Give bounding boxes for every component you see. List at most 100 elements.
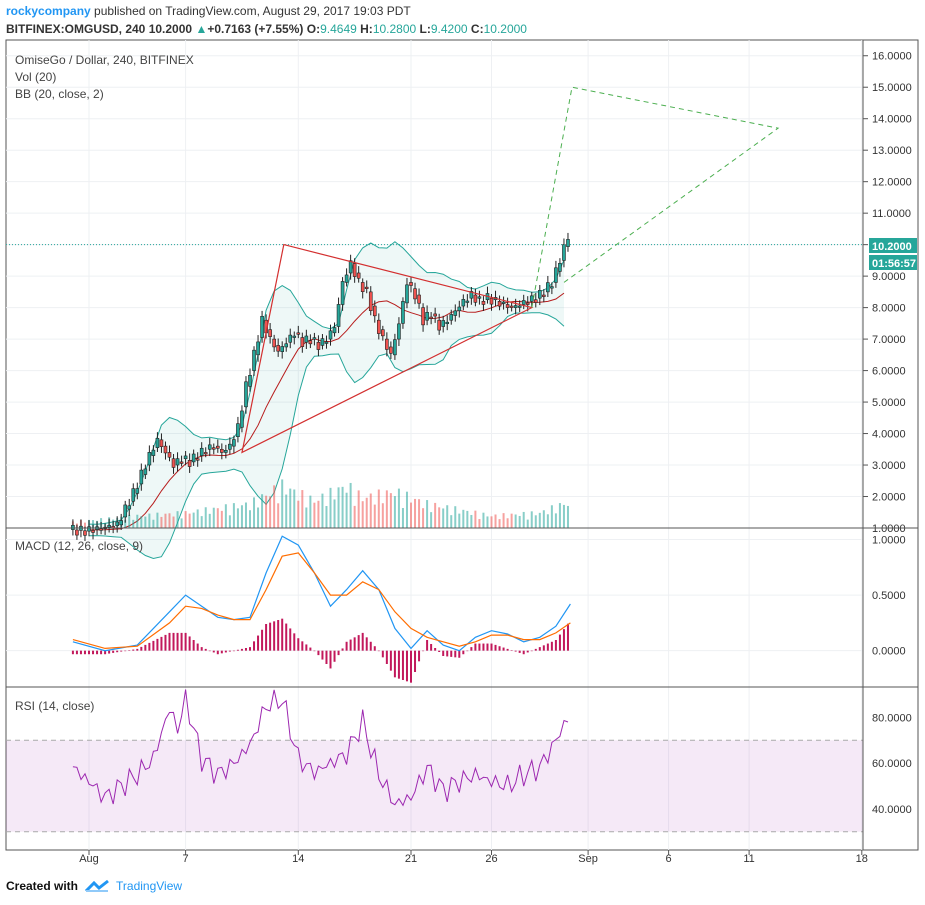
rsi-tick-label: 40.0000: [872, 804, 912, 816]
macd-histogram-bar: [100, 650, 103, 655]
volume-bar: [478, 519, 481, 528]
candle-body: [151, 449, 156, 456]
volume-bar: [450, 515, 453, 528]
macd-legend[interactable]: MACD (12, 26, close, 9): [15, 539, 143, 553]
candle-body: [393, 339, 397, 356]
rsi-pane[interactable]: [6, 689, 863, 833]
candle-body: [143, 468, 148, 475]
volume-bar: [341, 486, 344, 528]
symbol-label: BITFINEX:OMGUSD, 240: [6, 22, 146, 36]
candle-body: [296, 332, 301, 335]
macd-histogram-bar: [297, 638, 300, 651]
username[interactable]: rockycompany: [6, 4, 91, 18]
candle-body: [276, 345, 280, 352]
countdown-text: 01:56:57: [872, 258, 916, 270]
volume-bar: [373, 504, 376, 528]
macd-histogram-bar: [92, 650, 95, 655]
macd-histogram-bar: [236, 649, 239, 651]
macd-histogram-bar: [385, 650, 388, 664]
triangle-pattern: [241, 243, 534, 454]
volume-bar: [164, 513, 167, 528]
candle-body: [348, 260, 353, 274]
candle-body: [336, 304, 341, 327]
projection-lines: [531, 86, 780, 308]
volume-bar: [92, 520, 95, 528]
macd-histogram-bar: [144, 644, 147, 651]
candle-body: [224, 449, 228, 453]
candle-body: [260, 315, 264, 338]
rsi-tick-label: 60.0000: [872, 758, 912, 770]
volume-bar: [542, 510, 545, 528]
candle-body: [344, 274, 349, 283]
volume-bar: [458, 513, 461, 528]
price-pane[interactable]: [6, 86, 863, 560]
macd-histogram-bar: [518, 650, 521, 653]
price-tick-label: 1.0000: [872, 523, 906, 535]
macd-histogram-bar: [534, 648, 537, 651]
volume-bar: [401, 508, 404, 528]
macd-histogram-bar: [454, 650, 457, 658]
candle-body: [489, 297, 494, 305]
price-tick-label: 12.0000: [872, 177, 912, 189]
macd-histogram-bar: [550, 641, 553, 651]
volume-bar: [502, 513, 505, 528]
macd-histogram-bar: [389, 650, 392, 671]
macd-histogram-bar: [257, 635, 260, 651]
volume-bar: [385, 490, 388, 528]
volume-bar: [168, 513, 171, 528]
last-price: 10.2000: [148, 22, 193, 36]
volume-bar: [393, 496, 396, 528]
macd-histogram-bar: [498, 646, 501, 651]
volume-bar: [240, 505, 243, 528]
macd-histogram-bar: [96, 650, 99, 655]
price-tick-label: 11.0000: [872, 208, 911, 220]
macd-pane[interactable]: [71, 535, 571, 683]
candle-body: [175, 458, 180, 466]
macd-histogram-bar: [514, 650, 517, 652]
date-tick-label: 21: [405, 853, 417, 865]
macd-histogram-bar: [490, 643, 493, 651]
volume-bar: [317, 500, 320, 528]
volume-bar: [293, 489, 296, 528]
main-legend[interactable]: OmiseGo / Dollar, 240, BITFINEX: [15, 53, 194, 67]
rsi-legend[interactable]: RSI (14, close): [15, 699, 94, 713]
symbol-info-line: BITFINEX:OMGUSD, 240 10.2000 ▲+0.7163 (+…: [6, 22, 527, 36]
bb-upper-line: [88, 241, 565, 525]
candle-body: [533, 299, 538, 303]
candle-body: [83, 530, 87, 536]
volume-bar: [132, 519, 135, 528]
volume-bar: [200, 516, 203, 528]
volume-bar: [144, 516, 147, 528]
candle-body: [316, 341, 321, 350]
macd-histogram-bar: [438, 650, 441, 652]
volume-bar: [530, 511, 533, 528]
bb-legend[interactable]: BB (20, close, 2): [15, 87, 104, 101]
volume-bar: [269, 496, 272, 528]
volume-bar: [204, 507, 207, 528]
macd-histogram-bar: [124, 650, 127, 652]
macd-histogram-bar: [192, 640, 195, 651]
footer: Created with TradingView: [6, 879, 182, 893]
macd-histogram-bar: [184, 632, 187, 651]
candle-body: [252, 349, 256, 371]
macd-histogram-bar: [373, 646, 376, 651]
candle-body: [481, 301, 486, 305]
candle-body: [497, 301, 502, 307]
candle-body: [171, 458, 176, 468]
candle-body: [71, 525, 75, 530]
candle-body: [509, 305, 514, 308]
candle-body: [127, 505, 132, 510]
candle-body: [397, 323, 401, 340]
candle-body: [562, 244, 566, 261]
tradingview-brand[interactable]: TradingView: [116, 879, 183, 893]
chart-canvas[interactable]: 16.0000 15.0000 14.0000 13.0000 12.0000 11.00…: [0, 0, 925, 870]
volume-bar: [562, 504, 565, 528]
macd-histogram-bar: [337, 650, 340, 656]
macd-histogram-bar: [196, 643, 199, 651]
volume-legend[interactable]: Vol (20): [15, 70, 56, 84]
macd-histogram-bar: [410, 650, 412, 683]
publish-info: rockycompany published on TradingView.co…: [6, 4, 411, 18]
volume-bar: [176, 511, 179, 528]
volume-bar: [188, 513, 191, 528]
candle-body: [517, 305, 522, 308]
